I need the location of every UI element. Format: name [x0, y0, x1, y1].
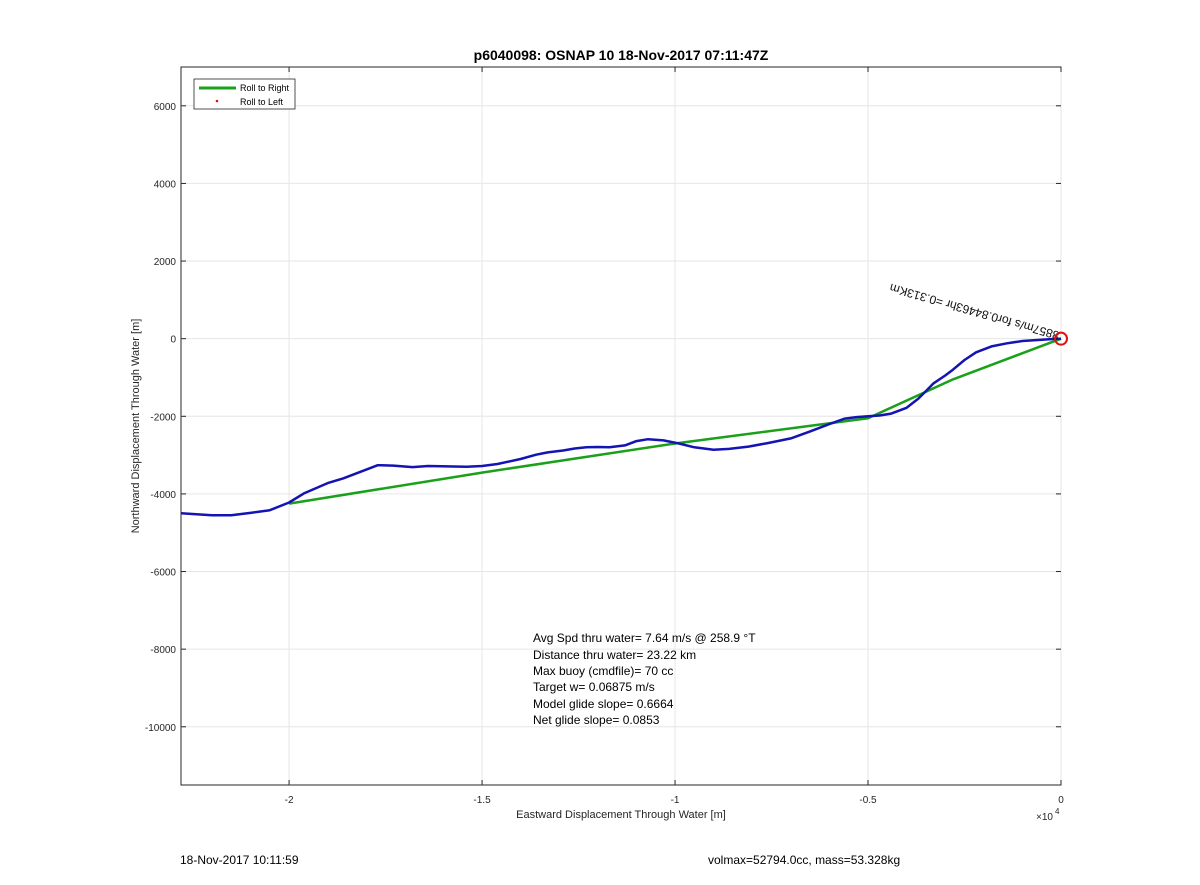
- stat-avg-speed: Avg Spd thru water= 7.64 m/s @ 258.9 °T: [533, 631, 756, 645]
- series-layer: [180, 337, 1062, 517]
- end-marker-layer: [1054, 331, 1068, 346]
- stats-annotation: Avg Spd thru water= 7.64 m/s @ 258.9 °T …: [533, 631, 756, 727]
- x-tick-label: -2: [285, 795, 294, 806]
- y-tick-label: 2000: [154, 257, 177, 268]
- footer-vehicle-params: volmax=52794.0cc, mass=53.328kg: [708, 853, 901, 867]
- y-tick-label: -10000: [145, 723, 177, 734]
- footer-timestamp: 18-Nov-2017 10:11:59: [180, 853, 299, 867]
- x-tick-label: 0: [1058, 795, 1064, 806]
- x-exponent-base: ×10: [1036, 812, 1053, 823]
- plot-frame: [180, 66, 1062, 786]
- y-tick-label: -2000: [150, 412, 176, 423]
- x-tick-label: -0.5: [859, 795, 877, 806]
- x-axis-exponent: ×10 4: [1036, 807, 1060, 823]
- stat-distance: Distance thru water= 23.22 km: [533, 648, 696, 662]
- y-tick-label: 0: [170, 335, 176, 346]
- y-tick-label: -4000: [150, 490, 176, 501]
- stat-model-glide-slope: Model glide slope= 0.6664: [533, 697, 674, 711]
- legend-box: [193, 78, 296, 110]
- x-exponent-power: 4: [1055, 807, 1060, 816]
- stat-target-w: Target w= 0.06875 m/s: [533, 680, 655, 694]
- legend-label-roll-left: Roll to Left: [240, 97, 284, 107]
- y-axis-label: Northward Displacement Through Water [m]: [130, 319, 142, 534]
- series-roll-to-right-line: [288, 337, 1062, 505]
- y-tick-label: -8000: [150, 645, 176, 656]
- chart-title: p6040098: OSNAP 10 18-Nov-2017 07:11:47Z: [474, 47, 769, 63]
- legend-label-roll-right: Roll to Right: [240, 83, 290, 93]
- legend: Roll to Right Roll to Left: [193, 78, 296, 110]
- x-tick-label: -1.5: [473, 795, 491, 806]
- y-tick-label: 4000: [154, 179, 177, 190]
- y-tick-label: 6000: [154, 102, 177, 113]
- end-position-marker: [1054, 331, 1068, 346]
- x-axis-ticks: -2 -1.5 -1 -0.5 0: [285, 67, 1064, 806]
- stat-max-buoy: Max buoy (cmdfile)= 70 cc: [533, 664, 673, 678]
- y-tick-label: -6000: [150, 568, 176, 579]
- series-track-line: [180, 337, 1062, 517]
- x-axis-label: Eastward Displacement Through Water [m]: [516, 809, 726, 821]
- grid-layer: [181, 67, 1062, 785]
- legend-swatch-roll-left: [215, 99, 219, 103]
- stat-net-glide-slope: Net glide slope= 0.0853: [533, 713, 660, 727]
- x-tick-label: -1: [671, 795, 680, 806]
